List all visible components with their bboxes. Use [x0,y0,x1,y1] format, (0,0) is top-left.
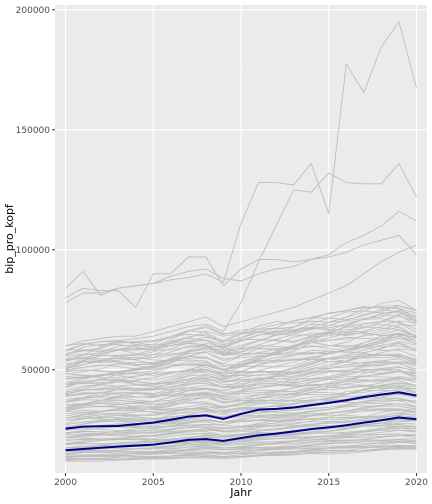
series-line [65,375,417,408]
series-line [65,369,417,398]
series-line [65,409,417,431]
x-tick-label: 2005 [142,478,165,488]
series-line [65,340,417,379]
y-tick-label: 100000 [16,246,51,256]
x-tick-label: 2010 [230,478,253,488]
series-line [65,361,417,393]
series-line [65,405,417,428]
series-line [65,418,417,440]
series-line [65,376,417,408]
series-line [65,348,417,384]
major-grid [55,5,427,473]
background-series-group [65,300,417,462]
series-line [65,335,417,372]
series-line [65,434,417,451]
series-line [65,323,417,365]
x-axis-ticks: 2000 2005 2010 2015 2020 [54,473,428,488]
series-line [65,244,417,347]
series-line [65,438,417,453]
highlight-series-group [65,391,417,452]
series-line [65,305,417,351]
series-line [65,440,417,455]
highlight-series-line [65,391,417,430]
series-line [65,332,417,373]
series-line [65,420,417,438]
series-line [65,315,417,361]
highlight-series-line [65,416,417,452]
series-line [65,234,417,309]
x-tick-label: 2020 [405,478,428,488]
series-line [65,361,417,397]
series-line [65,363,417,396]
series-line [65,371,417,402]
series-line [65,440,417,456]
series-line [65,342,417,386]
series-line [65,393,417,419]
series-line [65,385,417,413]
notable-series-group [65,20,417,347]
series-line [65,320,417,361]
x-tick-label: 2000 [54,478,77,488]
y-tick-label: 150000 [16,126,51,136]
series-line [65,305,417,351]
series-line [65,162,417,347]
series-line [65,447,417,462]
y-axis-ticks: 50000 100000 150000 200000 [16,6,55,376]
series-line [65,441,417,457]
series-line [65,361,417,391]
series-line [65,445,417,459]
series-line [65,425,417,445]
series-line [65,342,417,386]
series-line [65,435,417,451]
series-line [65,382,417,411]
y-axis-title: bip_pro_kopf [3,203,16,274]
y-tick-label: 200000 [16,6,51,16]
series-line [65,403,417,429]
series-line [65,300,417,355]
series-line [65,441,417,455]
series-line [65,378,417,403]
series-line [65,358,417,395]
series-line [65,389,417,419]
series-line [65,384,417,410]
series-line [65,329,417,371]
series-line [65,394,417,419]
series-line [65,367,417,397]
series-line [65,354,417,393]
series-line [65,210,417,296]
series-line [65,414,417,436]
series-line [65,403,417,428]
x-axis-title: Jahr [229,486,252,499]
series-line [65,414,417,439]
series-line [65,313,417,357]
series-line [65,446,417,460]
series-line [65,380,417,411]
series-line [65,427,417,445]
y-tick-label: 50000 [21,366,50,376]
series-line [65,410,417,432]
x-tick-label: 2015 [317,478,340,488]
series-line [65,309,417,355]
series-line [65,353,417,388]
series-line [65,310,417,356]
series-line [65,318,417,368]
